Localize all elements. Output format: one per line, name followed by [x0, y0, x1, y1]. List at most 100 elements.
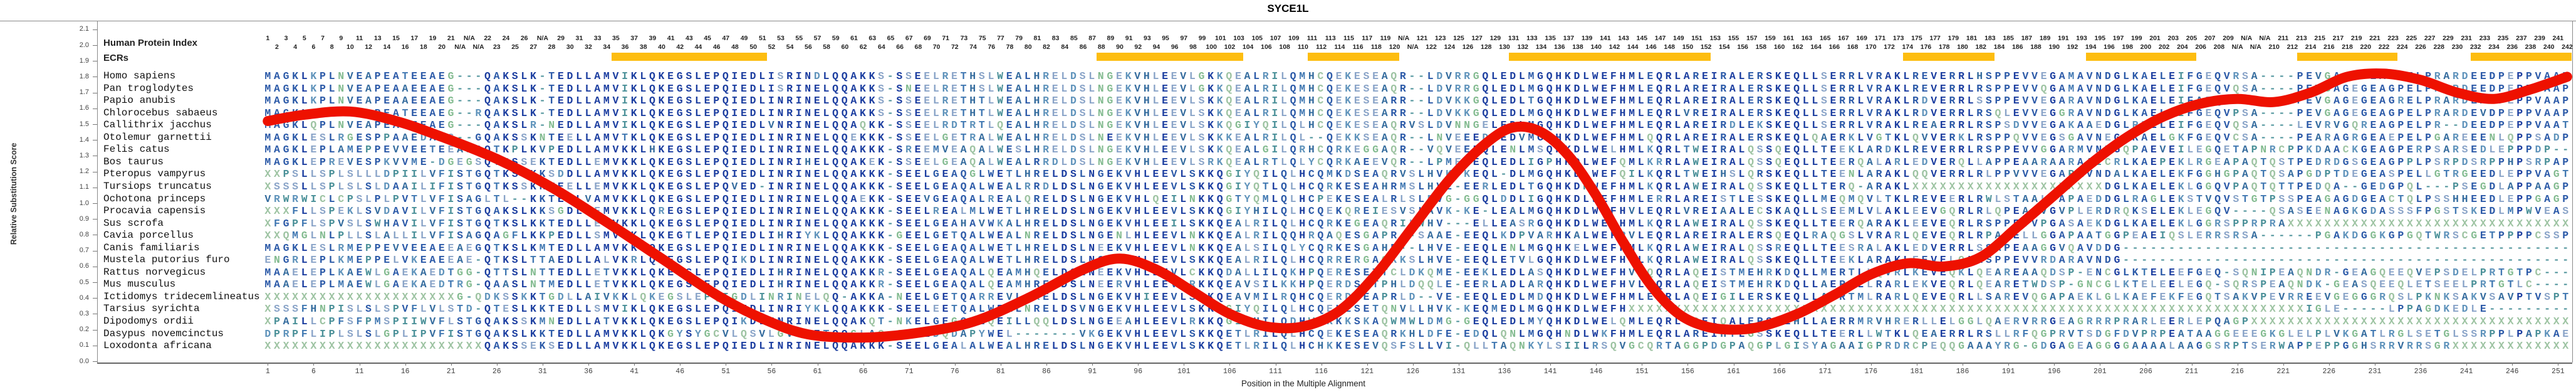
- residue: H: [383, 217, 390, 230]
- residue: G: [676, 107, 683, 119]
- residue: E: [356, 241, 363, 254]
- residue: E: [557, 82, 564, 95]
- residue: R: [1033, 241, 1040, 254]
- residue: R: [338, 241, 345, 254]
- residue: I: [768, 241, 774, 254]
- residue: E: [1784, 107, 1791, 119]
- residue: V: [2416, 266, 2422, 278]
- residue: G: [447, 70, 454, 82]
- residue: I: [1234, 180, 1241, 193]
- residue: I: [1711, 230, 1718, 242]
- residue: Q: [1656, 241, 1662, 254]
- residue: P: [2132, 144, 2139, 156]
- residue: V: [2031, 144, 2038, 156]
- residue: G: [2205, 205, 2212, 218]
- residue: W: [1692, 254, 1699, 267]
- residue: R: [786, 95, 793, 107]
- residue: F: [438, 193, 445, 205]
- residue: K: [2132, 82, 2139, 95]
- residue: E: [2306, 70, 2313, 82]
- residue: E: [2205, 95, 2212, 107]
- residue: Q: [997, 119, 1003, 132]
- residue: L: [1967, 230, 1974, 242]
- residue: Q: [1427, 278, 1434, 291]
- residue: L: [1802, 107, 1809, 119]
- residue: G: [676, 193, 683, 205]
- residue: Q: [2233, 278, 2240, 291]
- residue: K: [1894, 241, 1901, 254]
- residue: L: [1812, 278, 1818, 291]
- residue: S: [686, 144, 692, 156]
- residue: F: [2187, 70, 2194, 82]
- residue: R: [1839, 119, 1846, 132]
- residue: L: [2159, 70, 2166, 82]
- residue: -: [2397, 241, 2404, 254]
- human-index-number: 120: [1389, 43, 1400, 51]
- residue: R: [1848, 95, 1855, 107]
- residue: P: [2516, 82, 2523, 95]
- residue: V: [1866, 205, 1873, 218]
- residue: G: [2434, 168, 2441, 181]
- residue: P: [365, 254, 372, 267]
- residue: E: [1500, 156, 1507, 168]
- residue: E: [2443, 278, 2450, 291]
- residue: V: [1125, 241, 1132, 254]
- residue: R: [1665, 217, 1672, 230]
- residue: E: [1939, 131, 1946, 144]
- residue: T: [1820, 241, 1827, 254]
- residue: S: [347, 168, 353, 181]
- residue: V: [2086, 82, 2093, 95]
- residue: A: [2058, 168, 2065, 181]
- residue: A: [392, 278, 399, 291]
- residue: -: [2260, 107, 2267, 119]
- residue: X: [2324, 217, 2331, 230]
- residue: E: [924, 119, 931, 132]
- residue: N: [805, 82, 811, 95]
- residue: P: [2425, 131, 2432, 144]
- residue: K: [741, 254, 747, 267]
- residue: D: [749, 205, 756, 218]
- human-index-number: 20: [438, 43, 446, 51]
- residue: A: [365, 70, 372, 82]
- residue: L: [1418, 168, 1425, 181]
- residue: T: [1820, 180, 1827, 193]
- residue: P: [374, 241, 381, 254]
- residue: N: [777, 119, 784, 132]
- residue: T: [2443, 168, 2450, 181]
- residue: L: [1152, 107, 1159, 119]
- human-index-number: 110: [1297, 43, 1308, 51]
- residue: -: [2379, 254, 2386, 267]
- residue: T: [2013, 193, 2020, 205]
- residue: L: [1271, 254, 1278, 267]
- residue: R: [2452, 107, 2459, 119]
- residue: R: [2068, 107, 2075, 119]
- residue: L: [576, 230, 582, 242]
- residue: E: [1335, 119, 1342, 132]
- residue: Q: [1748, 144, 1754, 156]
- residue: K: [1647, 254, 1654, 267]
- residue: L: [1189, 144, 1196, 156]
- residue: L: [1583, 254, 1589, 267]
- residue: K: [1775, 180, 1781, 193]
- residue: L: [694, 217, 701, 230]
- residue: D: [2315, 180, 2322, 193]
- residue: E: [1921, 266, 1928, 278]
- residue: E: [2370, 156, 2377, 168]
- residue: E: [1784, 82, 1791, 95]
- residue: P: [320, 82, 326, 95]
- residue: L: [420, 217, 427, 230]
- residue: A: [1729, 180, 1736, 193]
- residue: K: [622, 180, 628, 193]
- residue: P: [2525, 82, 2532, 95]
- residue: Q: [1958, 156, 1964, 168]
- residue: E: [1162, 180, 1168, 193]
- residue: R: [1692, 230, 1699, 242]
- human-index-number: 71: [942, 34, 950, 42]
- residue: S: [1985, 70, 1992, 82]
- residue: E: [951, 107, 957, 119]
- residue: K: [630, 205, 637, 218]
- residue: R: [786, 217, 793, 230]
- residue: V: [1436, 205, 1443, 218]
- residue: E: [1006, 82, 1013, 95]
- residue: T: [493, 168, 500, 181]
